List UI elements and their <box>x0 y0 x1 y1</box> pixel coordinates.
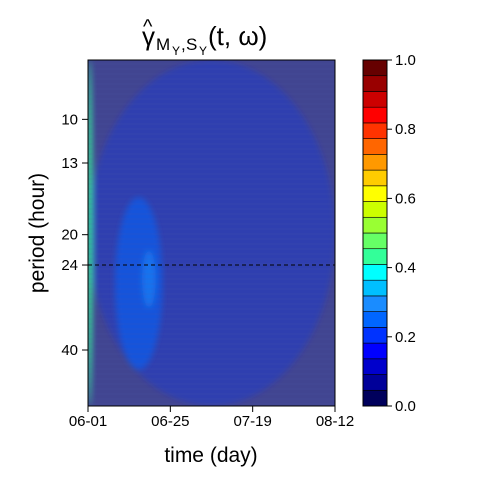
colorbar-tick-label: 0.8 <box>395 121 416 138</box>
colorbar-swatch <box>363 343 387 359</box>
x-tick-label: 06-01 <box>69 413 107 430</box>
heatmap-plot <box>87 60 335 406</box>
y-tick-label: 40 <box>61 342 78 359</box>
title-sub-y2: Y <box>199 44 207 58</box>
colorbar-tick-label: 0.6 <box>395 190 416 207</box>
colorbar-swatch <box>363 375 387 391</box>
x-axis: 06-01 06-25 07-19 08-12 <box>69 406 354 430</box>
colorbar-swatch <box>363 390 387 406</box>
chart-title: γ ^ M Y , S Y (t, ω) <box>142 16 267 58</box>
colorbar-swatch <box>363 233 387 249</box>
x-tick-label: 06-25 <box>151 413 189 430</box>
colorbar-tick-label: 0.4 <box>395 260 416 277</box>
colorbar-swatch <box>363 123 387 139</box>
colorbar-swatch <box>363 296 387 312</box>
colorbar-swatch <box>363 217 387 233</box>
title-sub-y1: Y <box>172 44 180 58</box>
colorbar-swatch <box>363 186 387 202</box>
colorbar-axis: 0.0 0.2 0.4 0.6 0.8 1.0 <box>387 52 416 415</box>
x-axis-label: time (day) <box>164 444 257 467</box>
y-tick-label: 13 <box>61 155 78 172</box>
colorbar <box>363 60 387 406</box>
colorbar-swatch <box>363 359 387 375</box>
title-hat: ^ <box>143 16 153 38</box>
colorbar-tick-label: 0.0 <box>395 398 416 415</box>
y-axis: 10 13 20 24 40 <box>61 111 88 359</box>
colorbar-swatch <box>363 107 387 123</box>
title-args: (t, ω) <box>208 21 267 51</box>
y-tick-label: 20 <box>61 227 78 244</box>
colorbar-tick-label: 1.0 <box>395 52 416 69</box>
x-tick-label: 08-12 <box>316 413 354 430</box>
colorbar-swatch <box>363 91 387 107</box>
y-tick-label: 10 <box>61 111 78 128</box>
title-sub-m: M <box>156 35 170 54</box>
title-sub-s: S <box>186 35 197 54</box>
colorbar-swatch <box>363 76 387 92</box>
colorbar-swatch <box>363 264 387 280</box>
colorbar-swatch <box>363 327 387 343</box>
y-axis-label: period (hour) <box>26 173 49 293</box>
colorbar-swatch <box>363 60 387 76</box>
colorbar-swatch <box>363 170 387 186</box>
colorbar-swatch <box>363 249 387 265</box>
colorbar-swatch <box>363 154 387 170</box>
colorbar-swatch <box>363 280 387 296</box>
colorbar-swatch <box>363 312 387 328</box>
x-tick-label: 07-19 <box>233 413 271 430</box>
colorbar-swatch <box>363 139 387 155</box>
colorbar-tick-label: 0.2 <box>395 329 416 346</box>
colorbar-swatch <box>363 202 387 218</box>
y-tick-label: 24 <box>61 257 78 274</box>
